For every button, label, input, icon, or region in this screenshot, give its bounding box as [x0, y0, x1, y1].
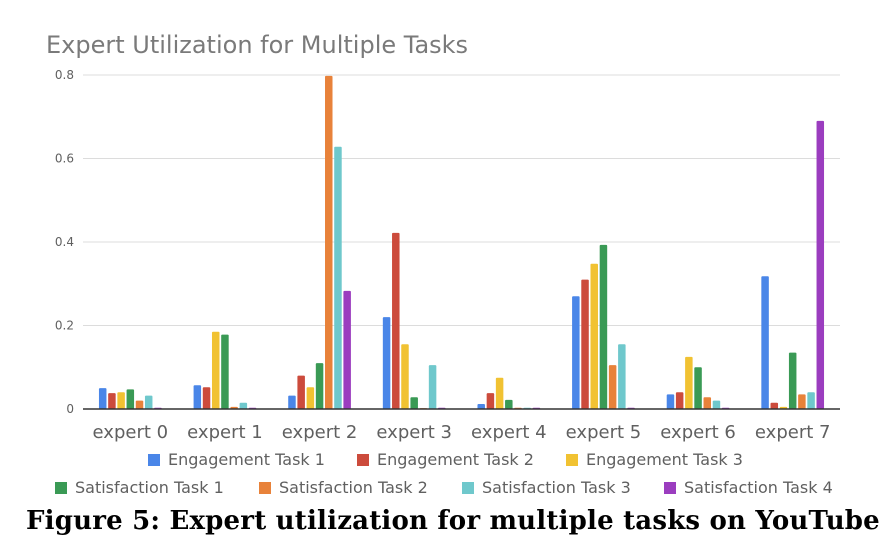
- bar: [581, 279, 589, 409]
- x-category-label: expert 5: [566, 422, 642, 443]
- bar: [288, 395, 296, 409]
- bar: [343, 290, 351, 409]
- bar: [807, 392, 815, 409]
- bar: [98, 388, 107, 409]
- bar: [306, 387, 315, 409]
- bar: [325, 75, 333, 410]
- y-tick-label: 0: [66, 402, 74, 416]
- legend-label: Engagement Task 1: [168, 450, 325, 469]
- bar: [202, 387, 211, 409]
- bar: [221, 334, 229, 409]
- bar: [401, 344, 409, 409]
- legend-item: Satisfaction Task 3: [462, 478, 631, 497]
- bar: [477, 403, 485, 409]
- gridlines: [83, 74, 840, 326]
- bar: [486, 393, 495, 409]
- bar: [239, 402, 248, 409]
- bar: [297, 375, 305, 409]
- legend-item: Satisfaction Task 2: [259, 478, 428, 497]
- bar: [108, 393, 116, 409]
- bar: [382, 317, 391, 409]
- bars: [98, 75, 825, 410]
- y-tick-label: 0.4: [55, 235, 74, 249]
- bar: [712, 400, 721, 409]
- bar: [572, 296, 580, 409]
- bar: [675, 392, 684, 409]
- bar: [505, 399, 513, 409]
- bar: [117, 392, 125, 409]
- bar: [599, 244, 608, 409]
- expert-utilization-chart: Expert Utilization for Multiple Tasks 00…: [46, 31, 840, 497]
- bar: [126, 389, 135, 409]
- bar: [788, 352, 797, 409]
- legend-swatch: [55, 482, 67, 494]
- y-tick-label: 0.2: [55, 319, 74, 333]
- legend-label: Satisfaction Task 3: [482, 478, 631, 497]
- x-category-label: expert 1: [187, 422, 263, 443]
- bar: [618, 344, 626, 409]
- legend-label: Engagement Task 3: [586, 450, 743, 469]
- bar: [193, 385, 202, 409]
- bar: [135, 400, 144, 409]
- bar: [392, 232, 400, 409]
- legend-swatch: [357, 454, 369, 466]
- bar: [590, 263, 598, 409]
- bar: [144, 395, 153, 409]
- x-category-label: expert 0: [93, 422, 169, 443]
- bar: [761, 276, 769, 409]
- legend-swatch: [462, 482, 474, 494]
- legend-swatch: [148, 454, 160, 466]
- bar: [410, 397, 418, 409]
- bar: [816, 120, 825, 410]
- bar: [334, 146, 342, 409]
- legend-item: Satisfaction Task 4: [664, 478, 833, 497]
- legend-swatch: [664, 482, 676, 494]
- legend-item: Engagement Task 1: [148, 450, 325, 469]
- chart-title: Expert Utilization for Multiple Tasks: [46, 31, 468, 59]
- x-category-label: expert 7: [755, 422, 831, 443]
- bar: [666, 394, 675, 409]
- x-axis-categories: expert 0 expert 1 expert 2 expert 3 expert 4…: [93, 422, 831, 443]
- legend-item: Satisfaction Task 1: [55, 478, 224, 497]
- x-category-label: expert 4: [471, 422, 547, 443]
- bar: [770, 402, 779, 409]
- bar: [703, 397, 712, 409]
- bar: [315, 363, 324, 409]
- legend-label: Satisfaction Task 2: [279, 478, 428, 497]
- y-tick-label: 0.8: [55, 68, 74, 82]
- legend-label: Satisfaction Task 4: [684, 478, 833, 497]
- bar: [495, 377, 504, 409]
- y-axis-ticks: 0 0.2 0.4 0.6 0.8: [55, 68, 74, 416]
- x-category-label: expert 6: [660, 422, 736, 443]
- legend-label: Engagement Task 2: [377, 450, 534, 469]
- bar: [685, 356, 693, 409]
- bar: [211, 331, 220, 409]
- legend-item: Engagement Task 2: [357, 450, 534, 469]
- legend: Engagement Task 1 Engagement Task 2 Engage…: [55, 450, 833, 497]
- legend-swatch: [566, 454, 578, 466]
- figure-caption: Figure 5: Expert utilization for multipl…: [26, 506, 882, 536]
- x-category-label: expert 2: [282, 422, 358, 443]
- legend-swatch: [259, 482, 271, 494]
- bar: [694, 367, 702, 409]
- legend-label: Satisfaction Task 1: [75, 478, 224, 497]
- legend-item: Engagement Task 3: [566, 450, 743, 469]
- x-category-label: expert 3: [376, 422, 452, 443]
- bar: [608, 365, 617, 409]
- bar: [428, 365, 437, 409]
- bar: [798, 394, 806, 409]
- y-tick-label: 0.6: [55, 152, 74, 166]
